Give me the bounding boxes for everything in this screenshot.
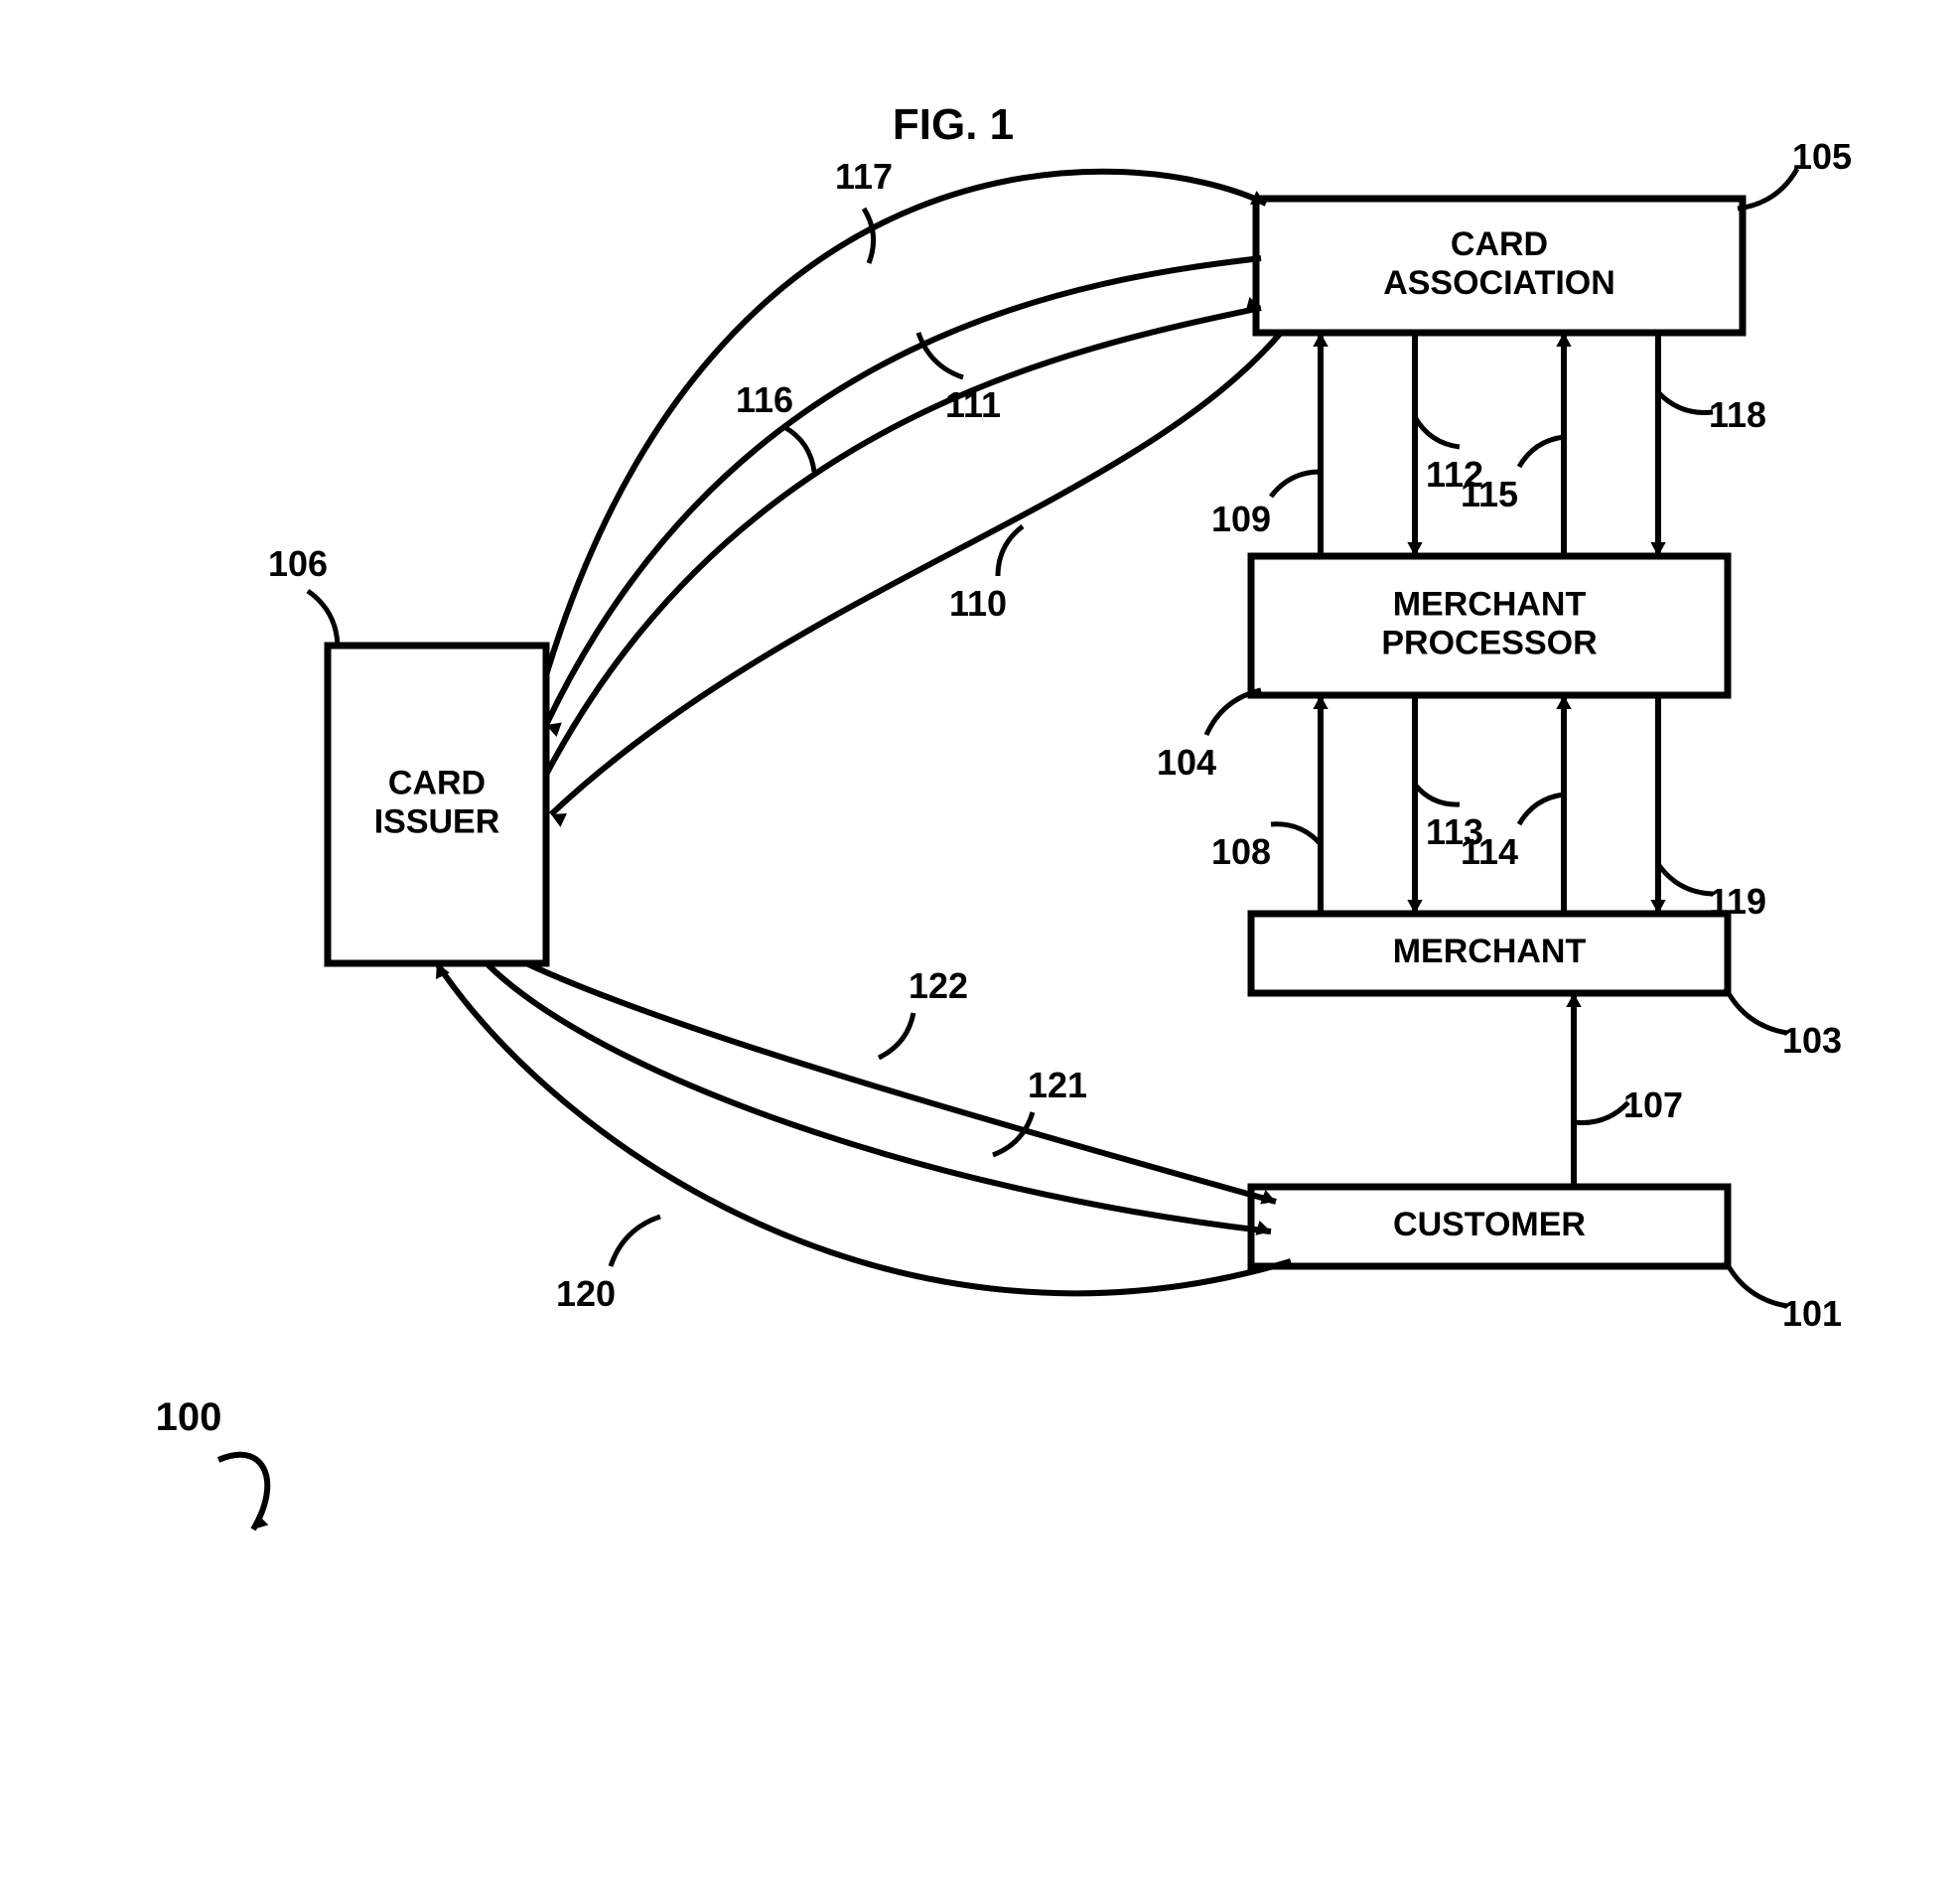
node-ref-tick-card_assoc bbox=[1738, 169, 1797, 209]
node-label-card_assoc-1: ASSOCIATION bbox=[1383, 264, 1615, 302]
edge-ref-e107: 107 bbox=[1623, 1085, 1683, 1125]
node-ref-card_issuer: 106 bbox=[268, 543, 328, 584]
edge-ref-tick-e122 bbox=[879, 1013, 913, 1058]
figure-ref-number: 100 bbox=[156, 1395, 222, 1439]
edge-ref-e109: 109 bbox=[1211, 499, 1271, 539]
node-ref-merchant: 103 bbox=[1782, 1020, 1842, 1061]
edge-ref-e119: 119 bbox=[1709, 881, 1766, 922]
edge-ref-tick-e114 bbox=[1519, 795, 1564, 824]
node-ref-tick-customer bbox=[1726, 1261, 1787, 1306]
edge-ref-tick-e107 bbox=[1574, 1102, 1628, 1123]
node-card_assoc: CARDASSOCIATION bbox=[1256, 199, 1743, 333]
edge-ref-tick-e115 bbox=[1519, 437, 1564, 467]
edge-ref-tick-e118 bbox=[1658, 392, 1713, 413]
figure-title: FIG. 1 bbox=[893, 100, 1014, 149]
edge-path-e111 bbox=[546, 258, 1261, 725]
edge-ref-e108: 108 bbox=[1211, 831, 1271, 872]
node-ref-merch_proc: 104 bbox=[1157, 742, 1216, 783]
edge-ref-e116: 116 bbox=[736, 379, 793, 420]
edge-ref-e110: 110 bbox=[949, 583, 1007, 624]
edge-ref-e122: 122 bbox=[909, 965, 968, 1006]
edge-path-e122 bbox=[526, 963, 1276, 1202]
edge-ref-tick-e117 bbox=[864, 209, 874, 263]
edge-ref-e118: 118 bbox=[1709, 394, 1766, 435]
edge-path-e116 bbox=[546, 308, 1261, 775]
edge-path-e120 bbox=[437, 963, 1291, 1293]
node-label-merchant-0: MERCHANT bbox=[1393, 933, 1587, 970]
edge-ref-e120: 120 bbox=[556, 1273, 616, 1314]
node-merch_proc: MERCHANTPROCESSOR bbox=[1251, 556, 1728, 695]
edge-ref-e115: 115 bbox=[1461, 474, 1518, 514]
edge-ref-tick-e120 bbox=[611, 1217, 660, 1266]
edge-arrow-e110 bbox=[551, 813, 567, 827]
edge-ref-tick-e109 bbox=[1271, 472, 1321, 497]
node-customer: CUSTOMER bbox=[1251, 1187, 1728, 1266]
node-ref-tick-card_issuer bbox=[308, 591, 338, 646]
edge-ref-tick-e112 bbox=[1415, 417, 1460, 447]
node-label-card_assoc-0: CARD bbox=[1451, 225, 1548, 263]
node-ref-card_assoc: 105 bbox=[1792, 136, 1852, 177]
edge-ref-e117: 117 bbox=[835, 156, 893, 197]
node-label-merch_proc-1: PROCESSOR bbox=[1381, 625, 1597, 662]
node-label-card_issuer-1: ISSUER bbox=[374, 803, 500, 841]
edge-path-e121 bbox=[487, 963, 1271, 1231]
edge-ref-tick-e119 bbox=[1658, 864, 1713, 894]
edge-ref-e121: 121 bbox=[1028, 1065, 1087, 1105]
node-merchant: MERCHANT bbox=[1251, 914, 1728, 993]
node-card_issuer: CARDISSUER bbox=[328, 646, 546, 963]
edge-ref-tick-e110 bbox=[998, 526, 1023, 576]
edge-ref-tick-e116 bbox=[784, 427, 814, 472]
node-label-customer-0: CUSTOMER bbox=[1393, 1206, 1586, 1243]
node-ref-customer: 101 bbox=[1782, 1293, 1842, 1334]
node-ref-tick-merchant bbox=[1726, 988, 1787, 1033]
node-label-merch_proc-0: MERCHANT bbox=[1393, 585, 1587, 623]
edge-ref-tick-e113 bbox=[1415, 785, 1460, 804]
node-label-card_issuer-0: CARD bbox=[388, 764, 486, 801]
edge-ref-e114: 114 bbox=[1461, 831, 1518, 872]
edge-ref-tick-e108 bbox=[1271, 824, 1321, 844]
